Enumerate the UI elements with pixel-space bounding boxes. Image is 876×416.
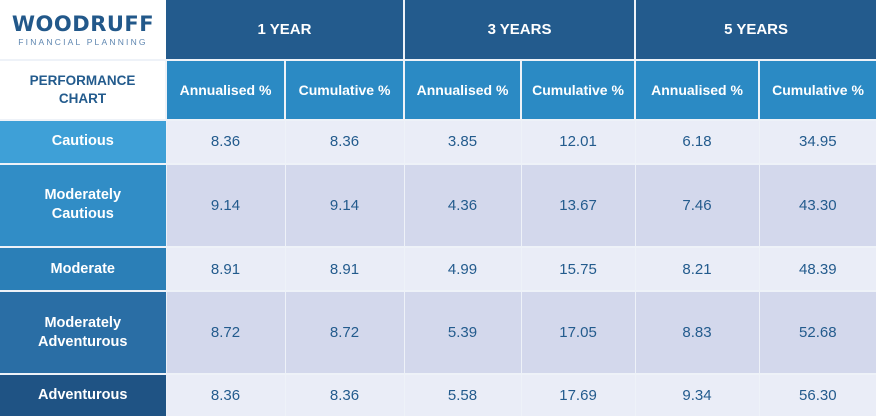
table-cell: 56.30 [758,373,876,416]
table-cell: 4.36 [403,162,522,248]
logo-name: WOODRUFF [11,11,155,36]
table-cell: 13.67 [520,162,636,248]
column-header: Annualised % [165,59,285,120]
table-cell: 8.72 [284,289,405,375]
row-label: Adventurous [0,373,166,416]
row-label-text: Moderately Cautious [44,187,122,223]
row-label: Moderately Adventurous [0,289,166,375]
table-cell: 9.14 [165,162,285,248]
table-cell: 8.91 [165,246,285,291]
table-cell: 43.30 [758,162,876,248]
period-header: 5 YEARS [635,0,876,60]
table-cell: 52.68 [758,289,876,375]
table-cell: 17.05 [520,289,636,375]
table-cell: 12.01 [520,119,636,164]
row-label: Cautious [0,119,166,164]
table-cell: 8.83 [634,289,760,375]
table-cell: 17.69 [520,373,636,416]
column-header-row: PERFORMANCE CHART Annualised % Cumulativ… [0,59,876,120]
table-cell: 4.99 [403,246,522,291]
table-row: Moderately Cautious 9.14 9.14 4.36 13.67… [0,162,876,248]
chart-title: PERFORMANCE CHART [0,59,166,120]
table-cell: 9.14 [284,162,405,248]
table-cell: 3.85 [403,119,522,164]
table-cell: 8.91 [284,246,405,291]
column-header: Cumulative % [283,59,405,120]
row-label: Moderate [0,246,166,291]
row-label-text: Moderately Adventurous [38,314,128,350]
table-cell: 9.34 [634,373,760,416]
table-cell: 8.36 [165,119,285,164]
period-header: 3 YEARS [404,0,637,60]
table-cell: 5.39 [403,289,522,375]
period-header: 1 YEAR [166,0,406,60]
table-cell: 8.36 [284,119,405,164]
period-header-row: WOODRUFF FINANCIAL PLANNING 1 YEAR 3 YEA… [0,0,876,60]
table-cell: 5.58 [403,373,522,416]
table-cell: 6.18 [634,119,760,164]
table-cell: 8.36 [165,373,285,416]
row-label: Moderately Cautious [0,162,166,248]
logo-tagline: FINANCIAL PLANNING [18,36,148,47]
chart-title-text: PERFORMANCE CHART [29,73,136,106]
logo: WOODRUFF FINANCIAL PLANNING [0,0,166,60]
table-cell: 8.21 [634,246,760,291]
table-cell: 7.46 [634,162,760,248]
table-row: Adventurous 8.36 8.36 5.58 17.69 9.34 56… [0,373,876,416]
table-row: Moderate 8.91 8.91 4.99 15.75 8.21 48.39 [0,246,876,291]
column-header: Annualised % [634,59,760,120]
column-header: Cumulative % [520,59,636,120]
table-cell: 8.72 [165,289,285,375]
table-row: Cautious 8.36 8.36 3.85 12.01 6.18 34.95 [0,119,876,164]
table-cell: 48.39 [758,246,876,291]
column-header: Annualised % [403,59,522,120]
table-cell: 34.95 [758,119,876,164]
table-cell: 15.75 [520,246,636,291]
table-row: Moderately Adventurous 8.72 8.72 5.39 17… [0,289,876,375]
table-cell: 8.36 [284,373,405,416]
column-header: Cumulative % [758,59,876,120]
